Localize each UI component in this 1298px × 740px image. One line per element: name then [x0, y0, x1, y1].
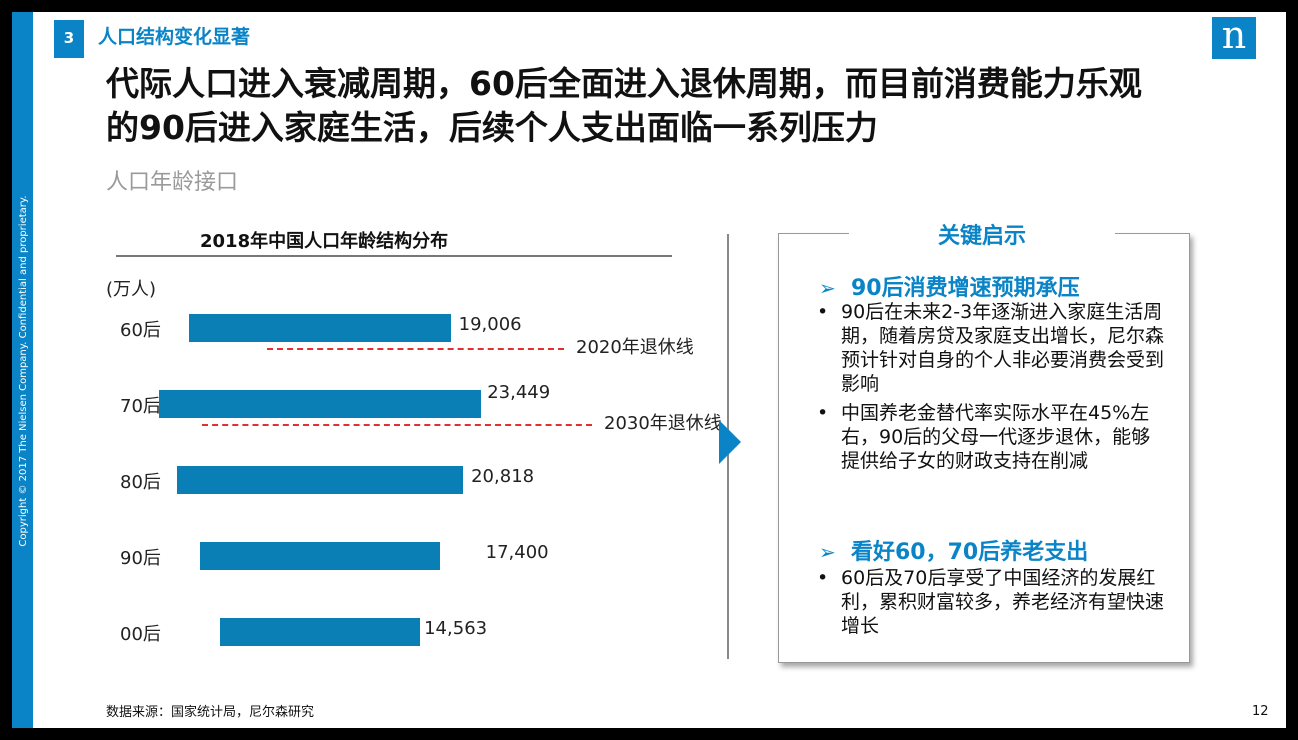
insight-bullet: • 90后在未来2-3年逐渐进入家庭生活周期，随着房贷及家庭支出增长，尼尔森预计针… [817, 300, 1167, 396]
section-number: 3 [54, 20, 84, 58]
subheading: 人口年龄接口 [106, 170, 239, 195]
retirement-line-label: 2020年退休线 [576, 337, 694, 358]
retirement-line [267, 348, 564, 350]
population-bar-chart: 2018年中国人口年龄结构分布 (万人) 60后 19,006 70后 23,449 8… [102, 217, 722, 657]
bar [200, 542, 440, 570]
headline-line-2: 的90后进入家庭生活，后续个人支出面临一系列压力 [106, 108, 878, 147]
headline-line-1: 代际人口进入衰减周期，60后全面进入退休周期，而目前消费能力乐观 [106, 64, 1142, 103]
value-label: 19,006 [458, 314, 522, 335]
value-label: 20,818 [471, 466, 535, 487]
insight-heading-2: ➢ 看好60，70后养老支出 [819, 534, 1088, 566]
value-label: 17,400 [485, 542, 549, 563]
insight-bullet-text: 中国养老金替代率实际水平在45%左右，90后的父母一代逐步退休，能够提供给子女的… [841, 402, 1151, 472]
slide: Copyright © 2017 The Nielsen Company. Co… [12, 12, 1286, 728]
insight-heading-1: ➢ 90后消费增速预期承压 [819, 270, 1080, 302]
category-label: 90后 [120, 548, 161, 569]
left-brand-bar: Copyright © 2017 The Nielsen Company. Co… [12, 12, 33, 728]
chevron-right-icon: ➢ [819, 540, 836, 564]
insight-bullet-text: 60后及70后享受了中国经济的发展红利，累积财富较多，养老经济有望快速增长 [841, 567, 1165, 637]
category-label: 80后 [120, 472, 161, 493]
bullet-dot-icon: • [817, 301, 829, 323]
page-number: 12 [1252, 704, 1269, 719]
chart-title: 2018年中国人口年龄结构分布 [200, 231, 449, 252]
insights-box: 关键启示 ➢ 90后消费增速预期承压 • 90后在未来2-3年逐渐进入家庭生活周期，… [778, 224, 1190, 663]
right-arrow-icon [719, 420, 741, 464]
chart-unit-label: (万人) [106, 279, 157, 300]
page-headline: 代际人口进入衰减周期，60后全面进入退休周期，而目前消费能力乐观 的90后进入家… [106, 62, 1246, 150]
section-title: 人口结构变化显著 [98, 26, 251, 48]
retirement-line-label: 2030年退休线 [604, 413, 722, 434]
insight-bullet: • 中国养老金替代率实际水平在45%左右，90后的父母一代逐步退休，能够提供给子女… [817, 401, 1167, 473]
category-label: 70后 [120, 396, 161, 417]
bullet-dot-icon: • [817, 567, 829, 589]
bar [158, 390, 482, 418]
value-label: 14,563 [424, 618, 488, 639]
nielsen-logo-icon: n [1212, 16, 1256, 59]
bar [189, 314, 451, 342]
insights-title: 关键启示 [849, 224, 1115, 250]
copyright-text: Copyright © 2017 The Nielsen Company. Co… [18, 195, 29, 547]
category-label: 60后 [120, 320, 161, 341]
insight-bullet: • 60后及70后享受了中国经济的发展红利，累积财富较多，养老经济有望快速增长 [817, 566, 1167, 638]
bar [176, 466, 464, 494]
insight-bullet-text: 90后在未来2-3年逐渐进入家庭生活周期，随着房贷及家庭支出增长，尼尔森预计针对… [841, 301, 1165, 395]
data-source-note: 数据来源：国家统计局，尼尔森研究 [106, 705, 315, 720]
insight-heading-2-text: 看好60，70后养老支出 [851, 540, 1089, 565]
retirement-line [202, 424, 592, 426]
insight-heading-1-text: 90后消费增速预期承压 [851, 276, 1080, 301]
chart-title-rule [116, 255, 672, 257]
chevron-right-icon: ➢ [819, 276, 836, 300]
bullet-dot-icon: • [817, 402, 829, 424]
category-label: 00后 [120, 624, 161, 645]
value-label: 23,449 [487, 382, 551, 403]
bar [219, 618, 421, 646]
